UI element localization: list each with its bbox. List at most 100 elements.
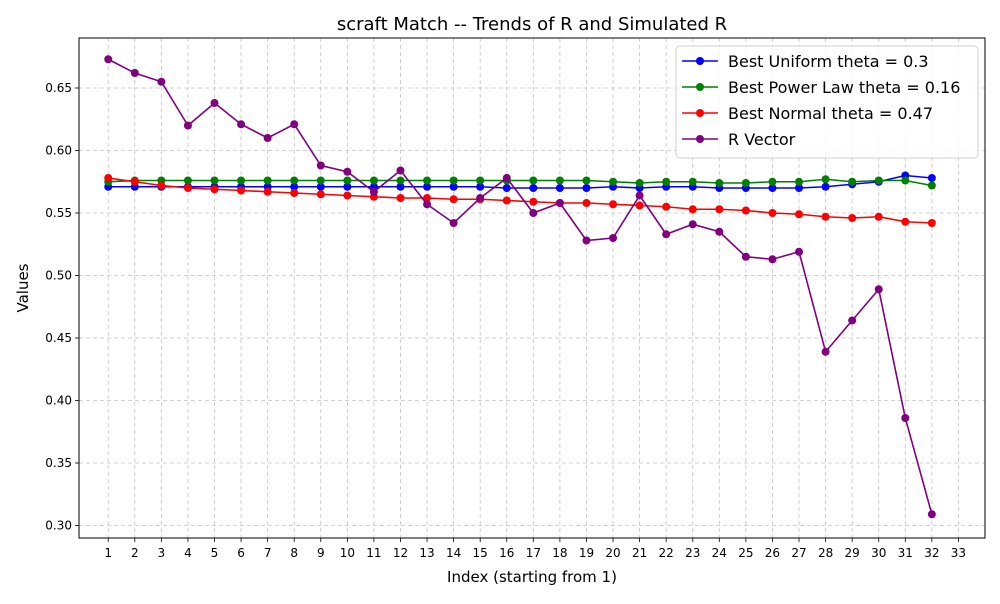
data-point xyxy=(848,177,857,186)
data-point xyxy=(795,210,804,219)
data-point xyxy=(688,220,697,229)
chart-title: scraft Match -- Trends of R and Simulate… xyxy=(337,14,727,35)
x-tick-label: 28 xyxy=(818,546,833,560)
data-point xyxy=(369,187,378,196)
data-point xyxy=(821,182,830,191)
data-point xyxy=(688,177,697,186)
x-tick-label: 31 xyxy=(898,546,913,560)
data-point xyxy=(476,194,485,202)
data-point xyxy=(582,236,591,245)
data-point xyxy=(715,227,724,236)
legend-item: R Vector xyxy=(682,130,796,149)
data-point xyxy=(529,184,538,192)
data-point xyxy=(609,234,618,242)
data-point xyxy=(237,120,246,129)
data-point xyxy=(688,205,697,214)
x-tick-label: 17 xyxy=(526,546,541,560)
grid xyxy=(79,38,985,538)
data-point xyxy=(476,176,485,185)
x-tick-label: 14 xyxy=(446,546,461,560)
data-point xyxy=(582,176,591,185)
series-layer xyxy=(104,55,936,519)
x-axis-ticks: 1 2 3 4 5 6 7 8 9 10 11 12 13 14 15 16 17 18 19 20 21 22 23 24 2… xyxy=(104,538,966,560)
legend-label: Best Uniform theta = 0.3 xyxy=(728,52,929,71)
data-point xyxy=(316,176,325,185)
y-tick-label: 0.45 xyxy=(45,331,72,345)
data-point xyxy=(343,176,352,185)
y-axis-title: Values xyxy=(14,263,32,312)
data-point xyxy=(183,184,192,192)
data-point xyxy=(237,176,246,185)
x-tick-label: 5 xyxy=(211,546,219,560)
data-point xyxy=(927,219,936,227)
data-point xyxy=(263,134,272,142)
y-tick-label: 0.60 xyxy=(45,144,72,158)
data-point xyxy=(130,69,139,77)
data-point xyxy=(343,182,352,191)
data-point xyxy=(423,176,432,185)
x-tick-label: 25 xyxy=(738,546,753,560)
data-point xyxy=(263,176,272,185)
x-tick-label: 9 xyxy=(317,546,325,560)
data-point xyxy=(423,194,432,202)
data-point xyxy=(662,177,671,186)
legend-marker xyxy=(696,135,704,143)
data-point xyxy=(423,182,432,191)
x-tick-label: 8 xyxy=(290,546,298,560)
data-point xyxy=(874,285,883,294)
x-tick-label: 3 xyxy=(158,546,166,560)
data-point xyxy=(502,184,511,192)
data-point xyxy=(183,121,192,130)
x-tick-label: 23 xyxy=(685,546,700,560)
legend-label: R Vector xyxy=(728,130,796,149)
data-point xyxy=(210,185,219,194)
data-point xyxy=(848,214,857,222)
data-point xyxy=(609,177,618,186)
data-point xyxy=(741,206,750,215)
data-point xyxy=(635,201,644,210)
data-point xyxy=(290,176,299,185)
data-point xyxy=(290,189,299,197)
legend-marker xyxy=(696,57,704,65)
data-point xyxy=(396,182,405,191)
data-point xyxy=(635,179,644,187)
data-point xyxy=(715,205,724,214)
data-point xyxy=(449,195,458,204)
series-3 xyxy=(104,174,936,227)
data-point xyxy=(662,230,671,239)
legend-item: Best Normal theta = 0.47 xyxy=(682,104,933,123)
x-tick-label: 7 xyxy=(264,546,272,560)
x-tick-label: 24 xyxy=(712,546,727,560)
data-point xyxy=(901,176,910,185)
x-tick-label: 20 xyxy=(605,546,620,560)
data-point xyxy=(609,200,618,209)
data-point xyxy=(157,77,166,86)
data-point xyxy=(502,174,511,182)
data-point xyxy=(768,209,777,217)
legend-box xyxy=(675,45,979,159)
x-tick-label: 19 xyxy=(579,546,594,560)
data-point xyxy=(104,174,113,182)
x-tick-label: 33 xyxy=(951,546,966,560)
data-point xyxy=(927,174,936,182)
data-point xyxy=(316,161,325,170)
data-point xyxy=(768,184,777,192)
data-point xyxy=(423,200,432,209)
data-point xyxy=(874,212,883,221)
data-point xyxy=(741,179,750,187)
data-point xyxy=(662,202,671,211)
data-point xyxy=(529,197,538,206)
x-tick-label: 30 xyxy=(871,546,886,560)
data-point xyxy=(130,177,139,186)
series-line xyxy=(108,177,932,224)
x-tick-label: 18 xyxy=(552,546,567,560)
data-point xyxy=(104,55,113,64)
series-4 xyxy=(104,55,936,519)
data-point xyxy=(396,166,405,175)
data-point xyxy=(795,184,804,192)
data-point xyxy=(927,181,936,190)
data-point xyxy=(768,255,777,264)
legend-label: Best Normal theta = 0.47 xyxy=(728,104,933,123)
